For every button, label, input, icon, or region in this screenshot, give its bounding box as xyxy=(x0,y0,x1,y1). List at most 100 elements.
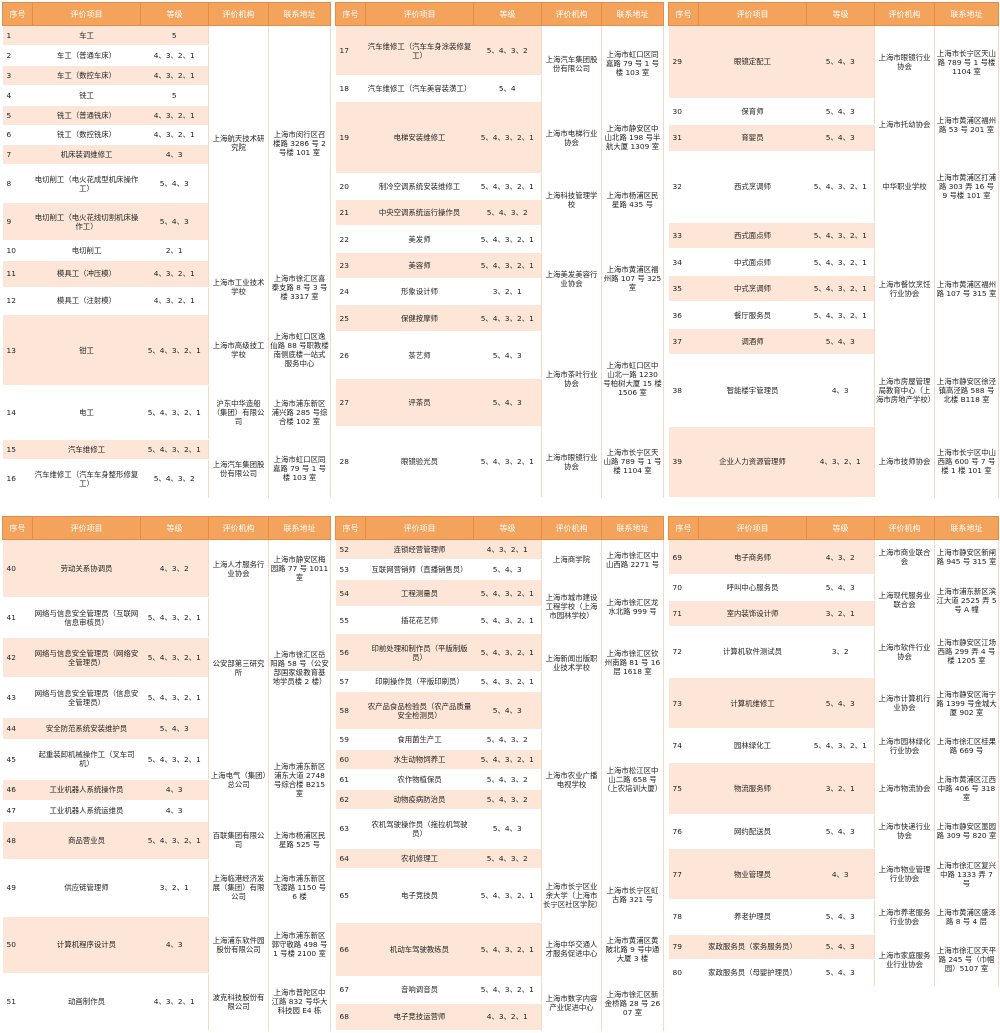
table-row: 38 智能楼宇管理员 4、3 上海市房屋管理局教育中心（上海市房地产学校） 上海市静安区… xyxy=(668,354,999,427)
table-row: 19 电梯安装维修工 5、4、3、2、1 上海市电梯行业协会 上海市静安区中山北路 19… xyxy=(335,101,664,174)
table-row: 22 美发师 5、4、3、2、1 上海美发美容行业协会 上海市黄浦区福州路 107 号 … xyxy=(335,225,664,332)
cell-item: 电工 xyxy=(32,385,141,441)
cell-org: 上海市工业技术学校 xyxy=(208,260,269,315)
cell-no: 66 xyxy=(335,922,366,977)
cell-item: 茶艺师 xyxy=(365,331,474,380)
cell-item: 美容师 xyxy=(365,252,474,280)
table-row: 1 车工 5 上海航天技术研究院 上海市闵行区召楼路 3286 号 2 号楼 101 室 xyxy=(2,25,331,261)
cell-level: 5、4、3、2 xyxy=(473,729,542,751)
cell-item: 电子商务师 xyxy=(698,539,807,576)
cell-level: 4、3、2、1 xyxy=(473,1003,542,1032)
cell-no: 24 xyxy=(335,278,366,306)
header-row: 序号 评价项目 等级 评价机构 联系地址 xyxy=(2,2,331,26)
table-row: 45 起重装卸机械操作工（叉车司机） 5、4、3、2、1 上海电气（集团）总公司 上海市… xyxy=(2,739,331,822)
cell-item: 车工（普通车床） xyxy=(32,45,141,66)
table-row: 70 呼叫中心服务员 5、4、3 上海现代服务业联合会 上海市浦东新区滨江大道 2525… xyxy=(668,574,999,627)
cell-level: 4、3 xyxy=(806,848,875,901)
table-row: 42 网络与信息安全管理员（网络安全管理员） 5、4、3、2、1 xyxy=(2,637,331,679)
cell-address: 上海市浦东新区滨江大道 2525 弄 5 号 A 幢 xyxy=(934,574,999,627)
cell-level: 5、4、3、2、1 xyxy=(473,101,542,174)
cell-no: 26 xyxy=(335,331,366,380)
cell-org: 波克科技股份有限公司 xyxy=(208,973,269,1031)
cell-no: 65 xyxy=(335,868,366,923)
table-row: 50 计算机程序设计员 4、3 上海浦东软件园股份有限公司 上海市浦东新区郭守敬路 49… xyxy=(2,916,331,974)
header-org: 评价机构 xyxy=(208,516,269,540)
cell-item: 印前处理和制作员（平版制版员） xyxy=(365,633,474,673)
cell-level: 5、4、3、2、1 xyxy=(473,922,542,977)
table-row: 64 农机修理工 5、4、3、2 xyxy=(335,848,664,869)
cell-item: 食用菌生产工 xyxy=(365,729,474,751)
cell-no: 45 xyxy=(2,739,33,780)
panel-5: 序号 评价项目 等级 评价机构 联系地址 52 连锁经营管理师 4、3、2、1 上海商学院 上海… xyxy=(335,516,664,1032)
cell-item: 计算机程序设计员 xyxy=(32,916,141,974)
cell-no: 22 xyxy=(335,225,366,253)
header-no: 序号 xyxy=(668,2,699,26)
cell-item: 汽车维修工（汽车车身整形修复工） xyxy=(32,459,141,498)
table-row: 51 动画制作员 4、3、2、1 波克科技股份有限公司 上海市普陀区中江路 832 号华… xyxy=(2,973,331,1032)
cell-item: 机床装调维修工 xyxy=(32,144,141,166)
cell-org: 上海市眼镜行业协会 xyxy=(874,25,935,99)
qualification-table-2: 序号 评价项目 等级 评价机构 联系地址 17 汽车维修工（汽车车身涂装修复工） 5、4、3… xyxy=(335,2,664,499)
cell-address: 上海市静安区梅园路 77 号 1011 室 xyxy=(268,539,331,598)
header-address: 联系地址 xyxy=(268,516,331,540)
table-row: 57 印刷操作员（平版印刷员） 5、4、3、2、1 xyxy=(335,671,664,693)
cell-level: 5、4、3 xyxy=(806,899,875,935)
cell-item: 电子竞技员 xyxy=(365,868,474,923)
table-row: 23 美容师 5、4、3、2、1 xyxy=(335,252,664,280)
cell-org: 上海市软件行业协会 xyxy=(874,626,935,678)
cell-address: 上海市浦东新区郭守敬路 498 号 1 号楼 2100 室 xyxy=(268,916,331,974)
cell-level: 5、4、3 xyxy=(473,378,542,427)
cell-no: 54 xyxy=(335,579,366,608)
cell-address: 上海市浦东新区飞渡路 1150 号 6 楼 xyxy=(268,859,331,917)
table-row: 4 铣工 5 xyxy=(2,85,331,106)
cell-item: 育婴员 xyxy=(698,124,807,152)
table-header: 序号 评价项目 等级 评价机构 联系地址 xyxy=(335,2,664,26)
cell-level: 3、2、1 xyxy=(806,762,875,815)
cell-org: 上海人才服务行业协会 xyxy=(208,539,269,598)
cell-level: 5、4、3、2、1 xyxy=(806,301,875,329)
cell-item: 电梯安装维修工 xyxy=(365,101,474,174)
cell-item: 呼叫中心服务员 xyxy=(698,574,807,601)
cell-level: 5、4 xyxy=(473,75,542,103)
cell-item: 电切削工（电火花成型机床操作工） xyxy=(32,164,141,204)
cell-no: 51 xyxy=(2,973,33,1032)
cell-item: 形象设计师 xyxy=(365,278,474,306)
cell-level: 5、4、3、2、1 xyxy=(140,739,209,780)
panel-4: 序号 评价项目 等级 评价机构 联系地址 40 劳动关系协调员 4、3、2 上海人才服务行业协… xyxy=(2,516,331,1032)
cell-level: 5、4、3、2、1 xyxy=(140,439,209,461)
table-row: 21 中央空调系统运行操作员 5、4、3、2 xyxy=(335,199,664,227)
table-row: 80 家政服务员（母婴护理员） 5、4、3 xyxy=(668,959,999,986)
header-item: 评价项目 xyxy=(365,2,474,26)
table-row: 68 电子竞技运营师 4、3、2、1 xyxy=(335,1003,664,1032)
cell-no: 55 xyxy=(335,606,366,635)
cell-address: 上海市徐汇区岳阳路 58 号（公安部国家级教育基地学员楼 2 楼） xyxy=(268,597,331,739)
cell-level: 5、4、3 xyxy=(806,677,875,730)
cell-level: 5、4、3 xyxy=(806,124,875,152)
cell-level: 5、4、3、2、1 xyxy=(806,728,875,764)
cell-no: 44 xyxy=(2,717,33,740)
cell-org: 上海市物业管理行业协会 xyxy=(874,848,935,900)
cell-no: 41 xyxy=(2,597,33,639)
table-row: 39 企业人力资源管理师 4、3、2、1 上海市技师协会 上海市长宁区中山西路 600 … xyxy=(668,426,999,499)
cell-org: 上海汽车集团股份有限公司 xyxy=(208,439,269,498)
cell-level: 5、4、3、2、1 xyxy=(473,426,542,499)
cell-item: 计算机维修工 xyxy=(698,677,807,730)
cell-no: 57 xyxy=(335,671,366,693)
header-org: 评价机构 xyxy=(874,516,935,540)
cell-level: 5、4、3、2、1 xyxy=(473,304,542,332)
table-row: 2 车工（普通车床） 4、3、2、1 xyxy=(2,45,331,66)
cell-org: 上海市眼镜行业协会 xyxy=(541,426,602,498)
cell-item: 铣工（普通铣床） xyxy=(32,105,141,126)
cell-no: 49 xyxy=(2,859,33,917)
table-header: 序号 评价项目 等级 评价机构 联系地址 xyxy=(335,516,664,540)
table-row: 6 铣工（数控铣床） 4、3、2、1 xyxy=(2,125,331,146)
table-row: 47 工业机器人系统运维员 4、3 xyxy=(2,800,331,822)
cell-item: 工业机器人系统运维员 xyxy=(32,800,141,822)
cell-item: 网络与信息安全管理员（信息安全管理员） xyxy=(32,677,141,719)
cell-level: 3、2、1 xyxy=(140,859,209,917)
cell-address: 上海市徐汇区桂果路 669 号 xyxy=(934,728,999,763)
cell-level: 5、4、3、2、1 xyxy=(140,385,209,441)
cell-no: 12 xyxy=(2,287,33,315)
table-body: 40 劳动关系协调员 4、3、2 上海人才服务行业协会 上海市静安区梅园路 77 号 1… xyxy=(2,539,331,1032)
header-row: 序号 评价项目 等级 评价机构 联系地址 xyxy=(335,516,664,540)
